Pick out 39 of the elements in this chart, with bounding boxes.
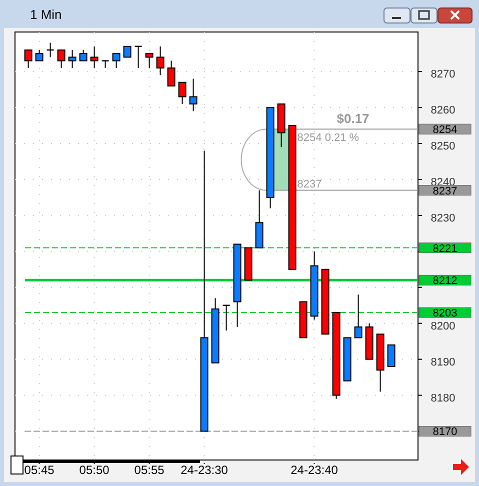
candlestick [145,53,154,68]
y-tick-label: 8270 [430,68,456,81]
x-tick-label: 24-23:30 [180,463,228,477]
x-tick-label: 05:50 [79,463,110,477]
annotation: 8237 [297,178,322,190]
candlestick [222,304,230,332]
x-tick-label: 05:55 [134,463,165,477]
y-tick-label: 8200 [430,320,456,332]
ref-line-label: 8203 [432,308,458,320]
candlestick [354,294,362,338]
y-tick-label: 8190 [430,356,456,368]
candlestick [90,46,98,68]
ref-line-label: 8170 [432,426,458,438]
ref-line-label: 8212 [432,275,458,288]
candlestick [101,60,110,68]
candlestick [112,53,120,68]
annotation: 8254 0.21 % [297,132,360,144]
candlestick [178,82,186,104]
x-tick-label: 05:45 [24,463,55,477]
candlestick [156,46,164,76]
candlestick [167,60,176,86]
candlestick [57,49,66,68]
y-tick-label: 8250 [430,140,456,152]
candlestick [123,46,132,58]
candlestick [387,344,396,367]
ref-line-label: 8221 [432,242,458,255]
ref-line-label: 8254 [432,124,458,136]
y-tick-label: 8180 [430,392,456,404]
ref-line-label: 8237 [432,185,458,198]
candlestick [24,49,32,68]
annotation: $0.17 [336,111,370,126]
chart-title: 1 Min [30,7,62,22]
x-tick-label: 24-23:40 [290,463,338,477]
y-tick-label: 8260 [430,104,456,117]
candlestick [35,49,44,62]
y-tick-label: 8230 [430,212,456,224]
candlestick [68,49,76,68]
candlestick [79,49,88,62]
candlestick [189,78,198,112]
